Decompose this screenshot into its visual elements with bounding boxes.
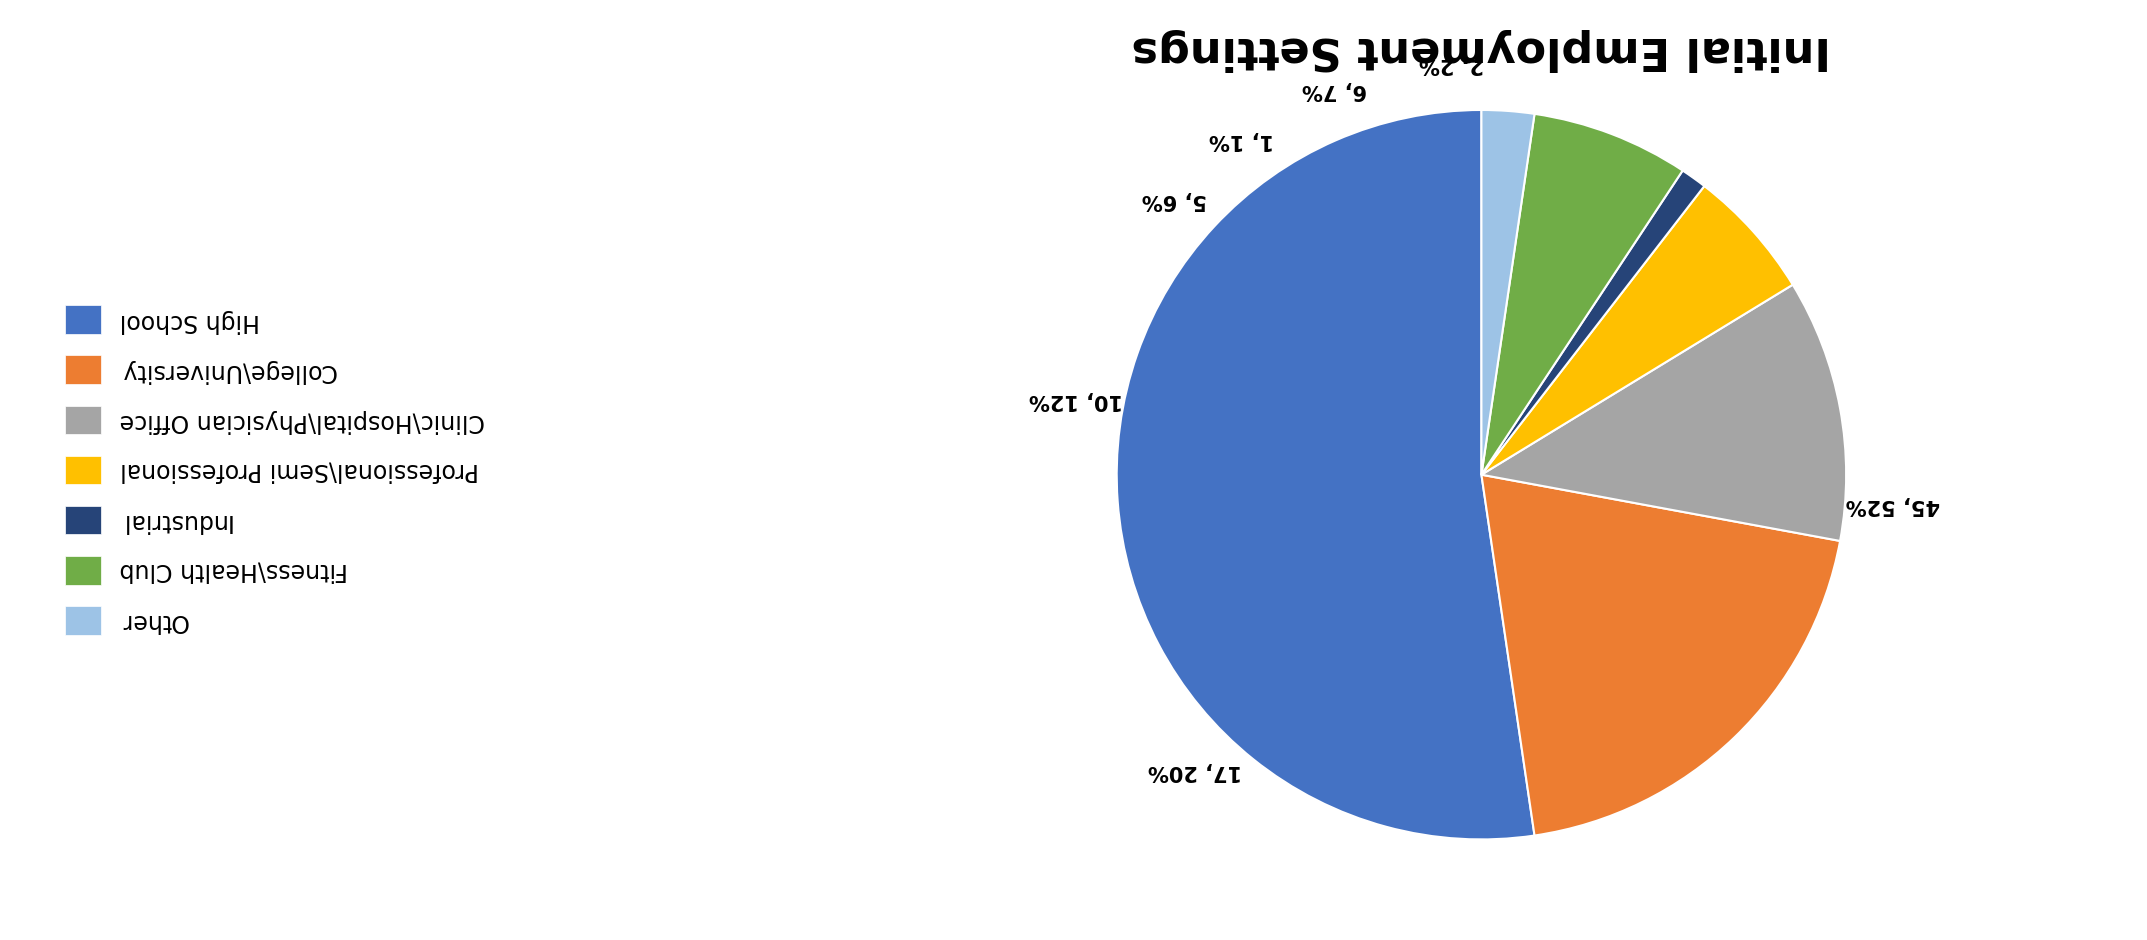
Wedge shape	[1116, 110, 1535, 839]
Wedge shape	[1481, 186, 1793, 475]
Text: 6, 7%: 6, 7%	[1301, 80, 1368, 100]
Legend: High School, College\University, Clinic\Hospital\Physician Office, Professional\: High School, College\University, Clinic\…	[64, 306, 485, 634]
Wedge shape	[1481, 475, 1840, 836]
Text: 5, 6%: 5, 6%	[1142, 190, 1207, 210]
Text: 2, 2%: 2, 2%	[1419, 54, 1484, 73]
Wedge shape	[1481, 114, 1683, 475]
Text: 1, 1%: 1, 1%	[1209, 130, 1273, 149]
Text: 45, 52%: 45, 52%	[1844, 494, 1939, 515]
Wedge shape	[1481, 170, 1705, 475]
Wedge shape	[1481, 285, 1846, 540]
Text: 10, 12%: 10, 12%	[1028, 390, 1123, 410]
Text: Initial Employment Settings: Initial Employment Settings	[1131, 28, 1831, 71]
Text: 17, 20%: 17, 20%	[1149, 761, 1243, 781]
Wedge shape	[1481, 110, 1535, 475]
